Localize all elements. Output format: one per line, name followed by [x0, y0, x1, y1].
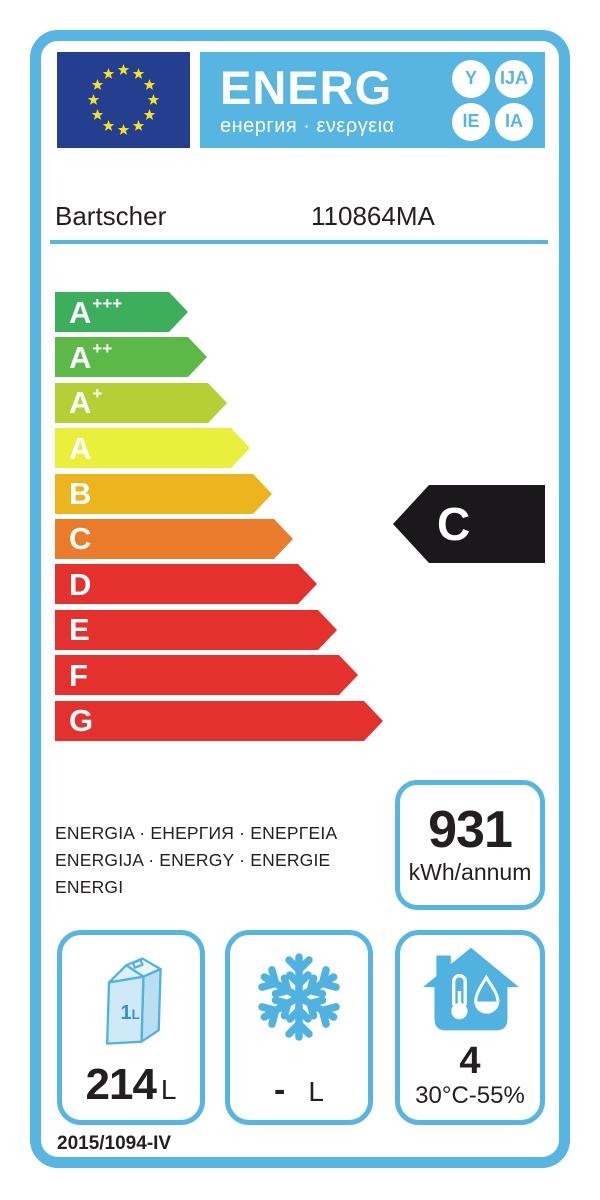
- grade-arrow-f: F: [55, 655, 358, 696]
- climate-range: 30°C-55%: [415, 1082, 525, 1109]
- annual-consumption-value: 931: [428, 801, 513, 859]
- grade-arrow-a++: A ++: [55, 337, 207, 378]
- freezer-volume-box: - L: [225, 930, 373, 1125]
- fridge-volume-value: 214: [85, 1060, 157, 1109]
- rating-pointer: C: [393, 485, 545, 563]
- grade-arrow-d: D: [55, 564, 317, 605]
- grade-label: B: [69, 476, 92, 512]
- energ-wordmark: ENERG: [220, 61, 393, 114]
- grade-label: A: [69, 339, 92, 375]
- milk-carton-icon: 1L: [105, 957, 162, 1045]
- model-number: 110864MA: [311, 201, 435, 231]
- grade-arrow-e: E: [55, 609, 337, 650]
- climate-class-box: 4 30°C-55%: [395, 930, 545, 1125]
- energy-multilingual-text: ENERGIA · ЕНЕРГИЯ · ΕΝΕΡΓΕΙΑ ENERGIJA · …: [55, 820, 337, 901]
- grade-label: A: [69, 430, 92, 466]
- annual-consumption-box: 931 kWh/annum: [395, 780, 545, 910]
- fridge-volume-box: 1L 214 L: [57, 930, 205, 1125]
- grade-label: A: [69, 385, 92, 421]
- grade-arrow-b: B: [55, 473, 272, 514]
- grade-label: F: [69, 657, 88, 693]
- grade-label: A: [69, 294, 92, 330]
- suffix-badge-ie: IE: [452, 102, 490, 141]
- efficiency-scale: A +++ A ++ A + A B C D E F G: [55, 292, 383, 746]
- grade-label: C: [69, 521, 92, 557]
- grade-arrow-a+: A +: [55, 382, 227, 423]
- grade-label: D: [69, 566, 92, 602]
- fridge-volume-unit: L: [160, 1074, 177, 1105]
- energy-label: ENERG енергия · ενεργεια Y IJA IE IA Bar…: [30, 30, 570, 1168]
- suffix-badge-ija: IJA: [495, 59, 533, 98]
- energy-words-line2: ENERGIJA · ENERGY · ENERGIE: [55, 850, 331, 870]
- annual-consumption-unit: kWh/annum: [408, 859, 532, 885]
- eu-flag-icon: [57, 52, 190, 148]
- energy-words-line1: ENERGIA · ЕНЕРГИЯ · ΕΝΕΡΓΕΙΑ: [55, 823, 338, 843]
- energy-words-line3: ENERGI: [55, 877, 124, 897]
- humidity-drop-icon: [474, 974, 500, 1014]
- rating-letter: C: [437, 498, 471, 550]
- freezer-volume-unit: L: [308, 1076, 324, 1107]
- carton-volume-label: 1L: [120, 1002, 139, 1024]
- climate-class-value: 4: [459, 1040, 481, 1082]
- snowflake-icon: [249, 947, 349, 1047]
- grade-arrow-g: G: [55, 700, 383, 741]
- brand-name: Bartscher: [55, 201, 167, 231]
- suffix-badge-ia: IA: [495, 102, 533, 141]
- product-row: Bartscher 110864MA: [55, 201, 547, 232]
- grade-label: E: [69, 612, 90, 648]
- grade-arrow-a: A: [55, 428, 250, 469]
- language-suffix-badges: Y IJA IE IA: [452, 59, 533, 141]
- grade-arrow-c: C: [55, 518, 293, 559]
- regulation-reference: 2015/1094-IV: [57, 1133, 172, 1154]
- suffix-badge-y: Y: [452, 59, 490, 98]
- energ-subtext: енергия · ενεργεια: [220, 115, 395, 137]
- freezer-volume-value: -: [274, 1071, 286, 1109]
- separator-line: [50, 240, 548, 244]
- energ-banner: ENERG енергия · ενεργεια Y IJA IE IA: [200, 52, 545, 148]
- grade-label: G: [69, 703, 94, 739]
- house-climate-icon: [422, 947, 519, 1031]
- grade-arrow-a+++: A +++: [55, 292, 188, 332]
